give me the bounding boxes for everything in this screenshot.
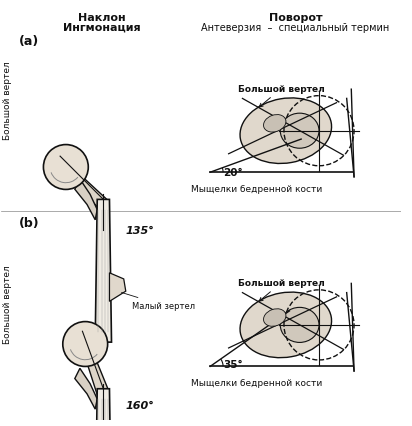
Circle shape bbox=[63, 322, 108, 367]
Ellipse shape bbox=[240, 292, 332, 358]
Circle shape bbox=[43, 145, 88, 190]
Polygon shape bbox=[110, 273, 126, 302]
Polygon shape bbox=[63, 165, 108, 209]
Text: Большой вертел: Большой вертел bbox=[238, 279, 325, 302]
Text: (a): (a) bbox=[19, 35, 39, 48]
Text: Большой вертел: Большой вертел bbox=[3, 61, 12, 139]
Polygon shape bbox=[75, 368, 97, 409]
Text: 160°: 160° bbox=[126, 400, 154, 410]
Ellipse shape bbox=[280, 114, 319, 149]
Text: 35°: 35° bbox=[223, 360, 243, 369]
Text: Наклон: Наклон bbox=[77, 13, 125, 23]
Text: Малый зертел: Малый зертел bbox=[122, 293, 196, 311]
Text: 20°: 20° bbox=[224, 168, 243, 178]
Text: Поворот: Поворот bbox=[269, 13, 323, 23]
Polygon shape bbox=[82, 343, 109, 396]
Text: Антеверзия  –  специальный термин: Антеверзия – специальный термин bbox=[201, 23, 390, 33]
Polygon shape bbox=[75, 180, 97, 220]
Ellipse shape bbox=[240, 99, 332, 164]
Polygon shape bbox=[95, 389, 112, 426]
Text: Малый вертел: Малый вертел bbox=[0, 425, 1, 426]
Text: Мыщелки бедренной кости: Мыщелки бедренной кости bbox=[191, 184, 322, 193]
Ellipse shape bbox=[264, 309, 286, 326]
Ellipse shape bbox=[280, 308, 319, 343]
Text: Ингмонация: Ингмонация bbox=[63, 23, 140, 33]
Ellipse shape bbox=[264, 115, 286, 133]
Text: 135°: 135° bbox=[126, 226, 154, 236]
Text: Мыщелки бедренной кости: Мыщелки бедренной кости bbox=[191, 378, 322, 387]
Text: (b): (b) bbox=[19, 216, 40, 229]
Text: Большой вертел: Большой вертел bbox=[238, 85, 325, 108]
Polygon shape bbox=[95, 200, 112, 343]
Text: Большой вертел: Большой вертел bbox=[3, 264, 12, 343]
